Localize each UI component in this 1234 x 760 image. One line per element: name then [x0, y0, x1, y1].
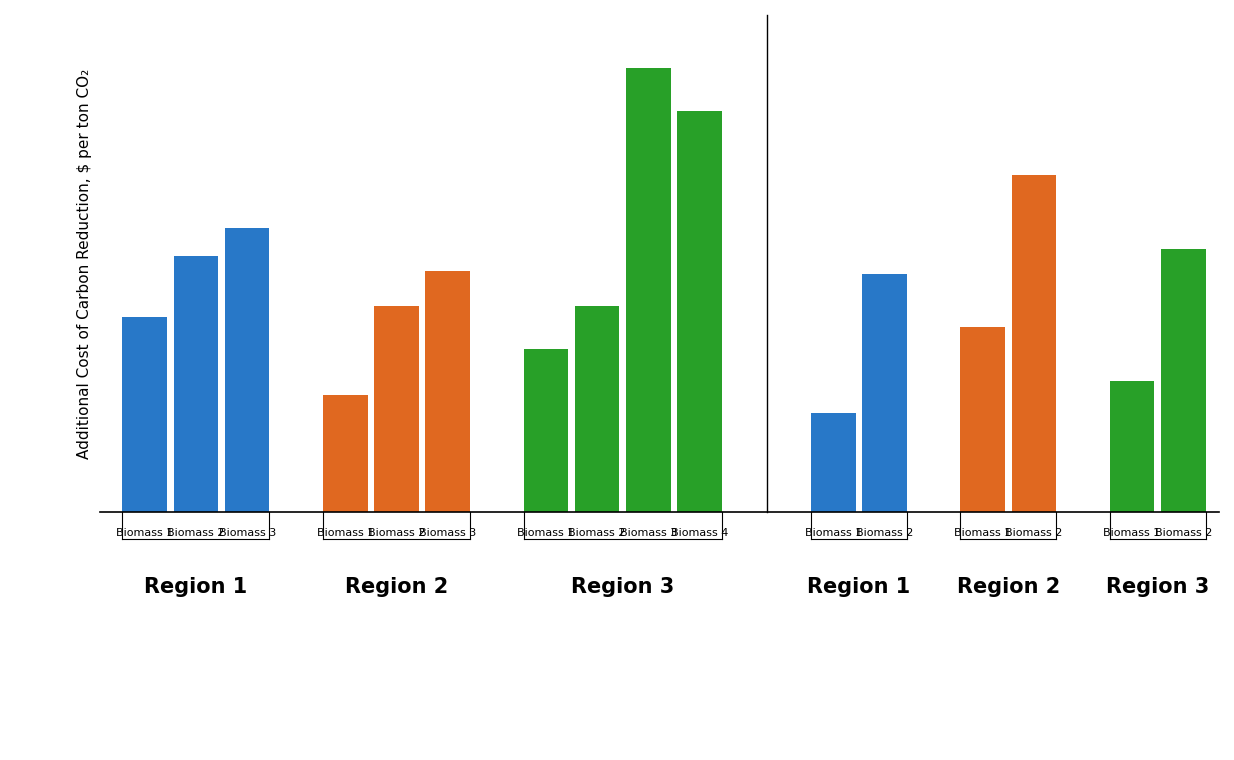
- Text: Biomass 2: Biomass 2: [569, 528, 626, 538]
- Text: Biomass 4: Biomass 4: [671, 528, 728, 538]
- Text: Biomass 1: Biomass 1: [517, 528, 575, 538]
- Text: Biomass 2: Biomass 2: [167, 528, 225, 538]
- Text: Region 3: Region 3: [571, 577, 674, 597]
- Bar: [677, 111, 722, 512]
- Text: Biomass 2: Biomass 2: [368, 528, 426, 538]
- Text: Region 1: Region 1: [807, 577, 911, 597]
- Bar: [374, 306, 418, 512]
- Bar: [811, 413, 855, 512]
- Text: Biomass 1: Biomass 1: [805, 528, 863, 538]
- Bar: [426, 271, 470, 512]
- Bar: [174, 256, 218, 512]
- Bar: [575, 306, 619, 512]
- Text: Biomass 1: Biomass 1: [116, 528, 173, 538]
- Text: Biomass 1: Biomass 1: [1103, 528, 1161, 538]
- Text: Biomass 2: Biomass 2: [1006, 528, 1062, 538]
- Y-axis label: Additional Cost of Carbon Reduction, $ per ton CO₂: Additional Cost of Carbon Reduction, $ p…: [77, 68, 91, 459]
- Text: Biomass 2: Biomass 2: [1155, 528, 1212, 538]
- Bar: [1012, 175, 1056, 512]
- Text: Biomass 3: Biomass 3: [420, 528, 476, 538]
- Text: Region 2: Region 2: [956, 577, 1060, 597]
- Text: Region 2: Region 2: [344, 577, 448, 597]
- Text: Region 1: Region 1: [144, 577, 248, 597]
- Bar: [863, 274, 907, 512]
- Text: Biomass 2: Biomass 2: [856, 528, 913, 538]
- Text: Biomass 3: Biomass 3: [218, 528, 275, 538]
- Text: Biomass 1: Biomass 1: [954, 528, 1012, 538]
- Bar: [323, 395, 368, 512]
- Bar: [122, 317, 167, 512]
- Bar: [523, 349, 568, 512]
- Bar: [225, 228, 269, 512]
- Text: Biomass 3: Biomass 3: [619, 528, 677, 538]
- Bar: [1161, 249, 1206, 512]
- Bar: [1109, 381, 1154, 512]
- Bar: [626, 68, 670, 512]
- Text: Biomass 1: Biomass 1: [317, 528, 374, 538]
- Bar: [960, 328, 1004, 512]
- Text: Region 3: Region 3: [1106, 577, 1209, 597]
